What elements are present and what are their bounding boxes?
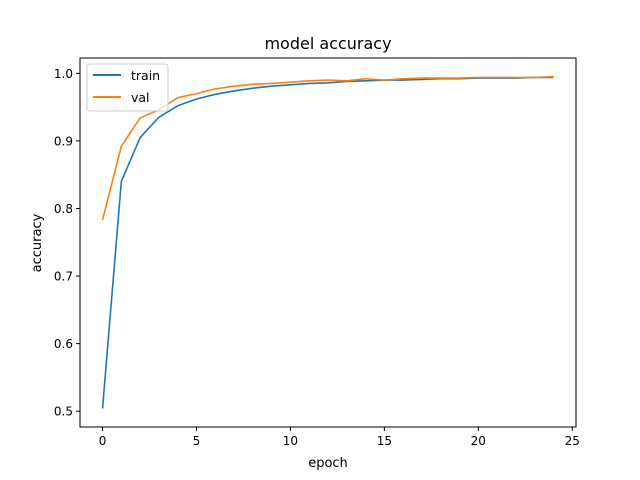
x-tick-label: 10 — [283, 434, 298, 448]
plot-area-background — [80, 58, 576, 427]
x-axis-label: epoch — [308, 456, 348, 471]
series-layer — [101, 75, 554, 409]
tick-layer: 0 5 10 15 20 25 0.5 0.6 0.7 0.8 0.9 1.0 — [54, 67, 580, 448]
y-tick-label: 0.6 — [54, 337, 73, 351]
y-axis-label: accuracy — [30, 213, 45, 272]
plot-frame — [79, 57, 577, 428]
x-tick-label: 20 — [471, 434, 486, 448]
legend-label-val: val — [131, 90, 150, 105]
y-tick-label: 0.8 — [54, 202, 73, 216]
legend-label-train: train — [131, 68, 160, 83]
x-tick-label: 15 — [377, 434, 392, 448]
y-tick-label: 1.0 — [54, 67, 73, 81]
x-tick-label: 0 — [99, 434, 107, 448]
legend: train val — [86, 63, 169, 112]
y-tick-label: 0.9 — [54, 134, 73, 148]
chart-title: model accuracy — [264, 34, 391, 53]
y-tick-label: 0.5 — [54, 405, 73, 419]
series-line-val — [101, 75, 554, 221]
x-tick-label: 5 — [193, 434, 201, 448]
y-tick-label: 0.7 — [54, 270, 73, 284]
x-tick-label: 25 — [565, 434, 580, 448]
